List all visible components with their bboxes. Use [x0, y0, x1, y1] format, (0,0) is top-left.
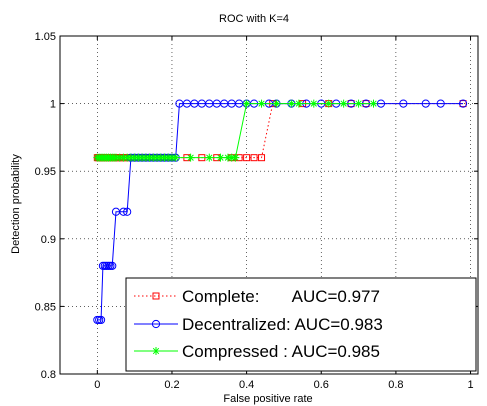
data-point-square: [243, 154, 251, 162]
data-point-circle: [96, 315, 106, 325]
data-point-circle: [123, 207, 132, 216]
data-point-star: [287, 99, 296, 108]
data-point-star: [231, 153, 240, 162]
data-point-star: [354, 99, 363, 108]
legend-swatch-marker: [152, 347, 160, 355]
y-tick-label: 0.8: [41, 369, 56, 381]
y-tick-label: 0.9: [41, 234, 56, 246]
data-point-star: [242, 99, 251, 108]
y-tick-label: 1.05: [35, 31, 56, 43]
data-point-square: [258, 154, 266, 162]
y-tick-label: 0.95: [35, 166, 56, 178]
x-tick-label: 0.6: [314, 379, 329, 391]
data-point-circle: [119, 207, 128, 216]
legend-entry-label: Complete: AUC=0.977: [182, 287, 380, 306]
data-point-star: [257, 99, 266, 108]
data-point-star: [272, 99, 281, 108]
data-point-circle: [458, 99, 468, 108]
legend-box: [125, 277, 477, 372]
axis-ticks: 0 0.2 0.4 0.6 0.8 1 0.8 0.85 0.9 0.95 1 1.05: [35, 31, 478, 391]
data-point-circle: [436, 99, 445, 108]
y-axis-label: Detection probability: [10, 154, 22, 254]
x-tick-label: 0: [94, 379, 100, 391]
legend-entry-label: Compressed : AUC=0.985: [182, 342, 380, 361]
series-line: [97, 103, 464, 159]
data-point-star: [186, 153, 195, 162]
data-point-star: [324, 99, 333, 108]
x-tick-label: 1: [467, 379, 473, 391]
data-point-circle: [421, 99, 430, 108]
data-point-square: [250, 154, 258, 162]
x-tick-label: 0.8: [388, 379, 403, 391]
x-axis-label: False positive rate: [223, 393, 312, 405]
legend-swatch-marker: [152, 292, 160, 300]
data-point-star: [205, 153, 214, 162]
data-point-star: [369, 99, 378, 108]
data-point-star: [339, 99, 348, 108]
x-tick-label: 0.2: [164, 379, 179, 391]
plot-series: [93, 99, 468, 325]
chart-title: ROC with K=4: [219, 13, 289, 25]
legend-entry-label: Decentralized: AUC=0.983: [182, 315, 383, 334]
data-point-star: [216, 153, 225, 162]
x-tick-label: 0.4: [239, 379, 254, 391]
y-tick-label: 0.85: [35, 301, 56, 313]
data-point-star: [171, 153, 180, 162]
legend-swatch-marker: [151, 319, 161, 329]
y-tick-label: 1: [50, 99, 56, 111]
plot-frame: [59, 35, 479, 375]
data-point-circle: [399, 99, 408, 108]
data-point-star: [294, 99, 303, 108]
data-point-star: [309, 99, 318, 108]
legend: Complete: AUC=0.977 Decentralized: AUC=0.…: [125, 277, 477, 372]
series-3: [93, 99, 378, 162]
data-point-circle: [108, 261, 117, 270]
